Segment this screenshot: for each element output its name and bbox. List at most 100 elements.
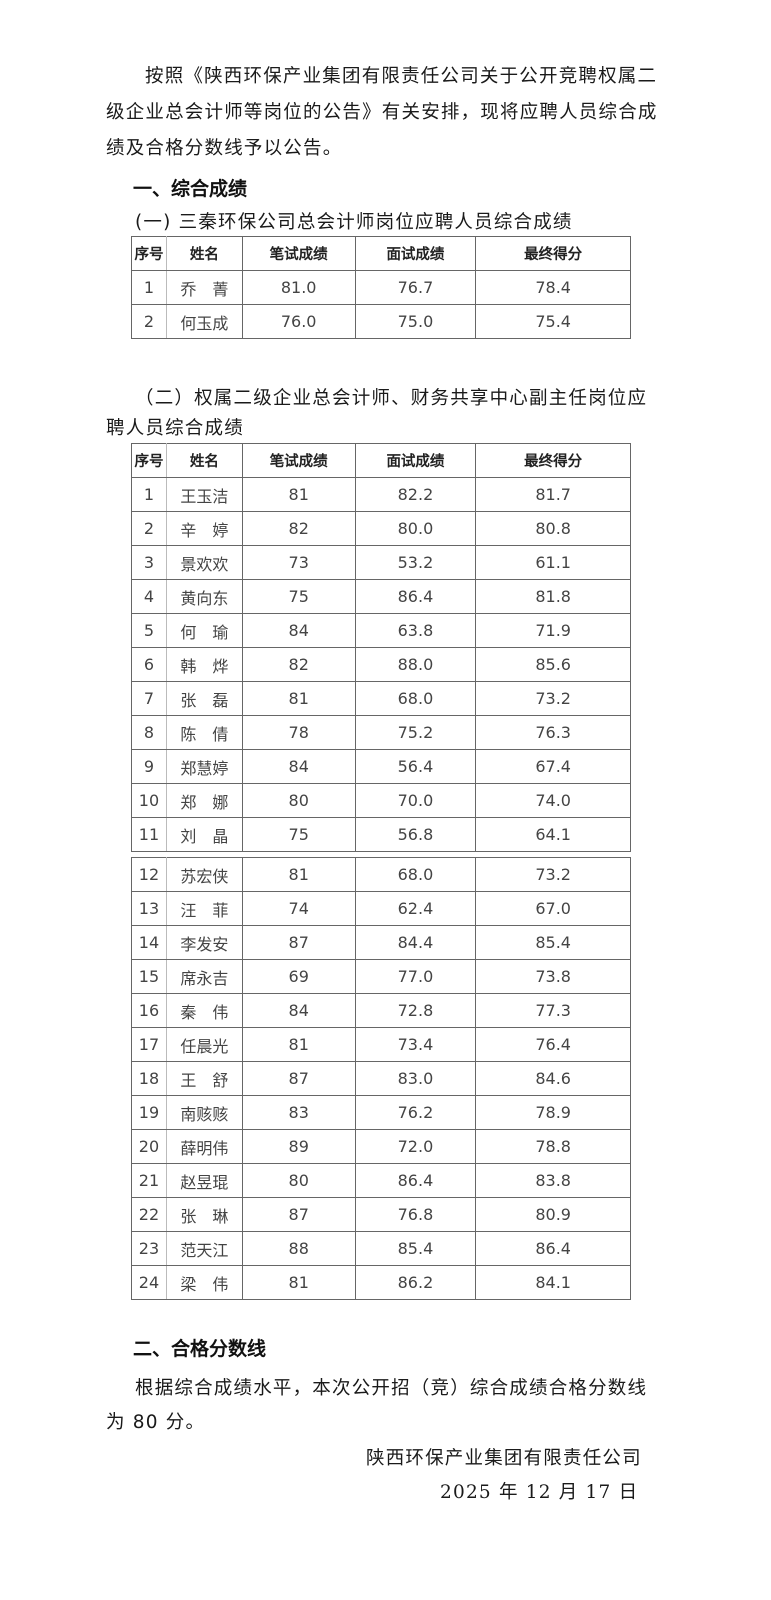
table-row: 16 秦 伟 84 72.8 77.3 [131, 993, 631, 1028]
table-cell: 68.0 [354, 857, 477, 892]
table-cell: 8 [131, 715, 167, 750]
table-cell: 73.8 [475, 959, 631, 994]
table-row: 21 赵昱琨 80 86.4 83.8 [131, 1163, 631, 1198]
table-cell: 73.2 [475, 681, 631, 716]
table-cell: 84 [241, 613, 356, 648]
table-row: 13 汪 菲 74 62.4 67.0 [131, 891, 631, 926]
table-cell: 81 [241, 857, 356, 892]
table-row: 23 范天江 88 85.4 86.4 [131, 1231, 631, 1266]
table-cell: 6 [131, 647, 167, 682]
table-cell: 84.6 [475, 1061, 631, 1096]
table-cell: 83 [241, 1095, 356, 1130]
table-cell: 78.9 [475, 1095, 631, 1130]
table-cell: 张 磊 [165, 681, 243, 716]
table-cell: 83.8 [475, 1163, 631, 1198]
table-cell: 87 [241, 1061, 356, 1096]
table-cell: 范天江 [165, 1231, 243, 1266]
table-row: 1 王玉洁 81 82.2 81.7 [131, 477, 631, 512]
table-cell: 7 [131, 681, 167, 716]
table-cell: 南赅赅 [165, 1095, 243, 1130]
column-header: 姓名 [165, 236, 243, 271]
table-cell: 61.1 [475, 545, 631, 580]
table-cell: 67.0 [475, 891, 631, 926]
table-cell: 9 [131, 749, 167, 784]
table-cell: 76.7 [354, 270, 477, 305]
table-cell: 76.2 [354, 1095, 477, 1130]
table-subsidiary-results-part1: 序号 姓名 笔试成绩 面试成绩 最终得分 1 王玉洁 81 82.2 81.7 2 辛 婷 82 80.0… [131, 443, 631, 852]
table-cell: 韩 烨 [165, 647, 243, 682]
table-cell: 78.8 [475, 1129, 631, 1164]
section1-heading: 一、综合成绩 [133, 178, 248, 200]
table2-title-line-1: （二）权属二级企业总会计师、财务共享中心副主任岗位应 [135, 388, 648, 409]
table-cell: 78 [241, 715, 356, 750]
table-cell: 62.4 [354, 891, 477, 926]
table-cell: 81.8 [475, 579, 631, 614]
table-cell: 18 [131, 1061, 167, 1096]
table1-title: (一) 三秦环保公司总会计师岗位应聘人员综合成绩 [135, 212, 573, 233]
column-header: 最终得分 [475, 443, 631, 478]
table2-title-line-2: 聘人员综合成绩 [106, 418, 244, 439]
table-cell: 24 [131, 1265, 167, 1300]
table-cell: 10 [131, 783, 167, 818]
table-cell: 12 [131, 857, 167, 892]
table-cell: 74 [241, 891, 356, 926]
table-cell: 2 [131, 511, 167, 546]
table-cell: 郑 娜 [165, 783, 243, 818]
table-cell: 王玉洁 [165, 477, 243, 512]
table-cell: 80 [241, 783, 356, 818]
table-row: 19 南赅赅 83 76.2 78.9 [131, 1095, 631, 1130]
table-row: 24 梁 伟 81 86.2 84.1 [131, 1265, 631, 1300]
table-cell: 86.4 [354, 579, 477, 614]
column-header: 面试成绩 [354, 236, 477, 271]
table-cell: 87 [241, 925, 356, 960]
table-row: 15 席永吉 69 77.0 73.8 [131, 959, 631, 994]
table-cell: 5 [131, 613, 167, 648]
table-cell: 3 [131, 545, 167, 580]
table-cell: 53.2 [354, 545, 477, 580]
table-cell: 景欢欢 [165, 545, 243, 580]
table-cell: 85.4 [354, 1231, 477, 1266]
table-cell: 刘 晶 [165, 817, 243, 852]
table-cell: 69 [241, 959, 356, 994]
table-cell: 13 [131, 891, 167, 926]
table-cell: 81 [241, 1265, 356, 1300]
table-cell: 85.6 [475, 647, 631, 682]
table-cell: 86.2 [354, 1265, 477, 1300]
table-cell: 86.4 [475, 1231, 631, 1266]
table-cell: 郑慧婷 [165, 749, 243, 784]
table-cell: 82.2 [354, 477, 477, 512]
table-cell: 张 琳 [165, 1197, 243, 1232]
table-cell: 秦 伟 [165, 993, 243, 1028]
table-cell: 80.9 [475, 1197, 631, 1232]
table-row: 17 任晨光 81 73.4 76.4 [131, 1027, 631, 1062]
table-cell: 56.8 [354, 817, 477, 852]
table-cell: 67.4 [475, 749, 631, 784]
section2-heading: 二、合格分数线 [133, 1338, 267, 1360]
table-cell: 19 [131, 1095, 167, 1130]
table-row: 3 景欢欢 73 53.2 61.1 [131, 545, 631, 580]
table-cell: 21 [131, 1163, 167, 1198]
column-header: 序号 [131, 236, 167, 271]
table-cell: 81 [241, 1027, 356, 1062]
intro-line-2: 级企业总会计师等岗位的公告》有关安排，现将应聘人员综合成 [106, 102, 658, 123]
table-cell: 74.0 [475, 783, 631, 818]
table-cell: 80.8 [475, 511, 631, 546]
table-cell: 56.4 [354, 749, 477, 784]
table-cell: 李发安 [165, 925, 243, 960]
table-row: 22 张 琳 87 76.8 80.9 [131, 1197, 631, 1232]
table-row: 18 王 舒 87 83.0 84.6 [131, 1061, 631, 1096]
table-cell: 81 [241, 477, 356, 512]
table-cell: 苏宏侠 [165, 857, 243, 892]
table-row: 14 李发安 87 84.4 85.4 [131, 925, 631, 960]
table-cell: 84.1 [475, 1265, 631, 1300]
table-cell: 68.0 [354, 681, 477, 716]
table-row: 10 郑 娜 80 70.0 74.0 [131, 783, 631, 818]
table-cell: 16 [131, 993, 167, 1028]
table-cell: 陈 倩 [165, 715, 243, 750]
table-cell: 2 [131, 304, 167, 339]
table-cell: 75.2 [354, 715, 477, 750]
